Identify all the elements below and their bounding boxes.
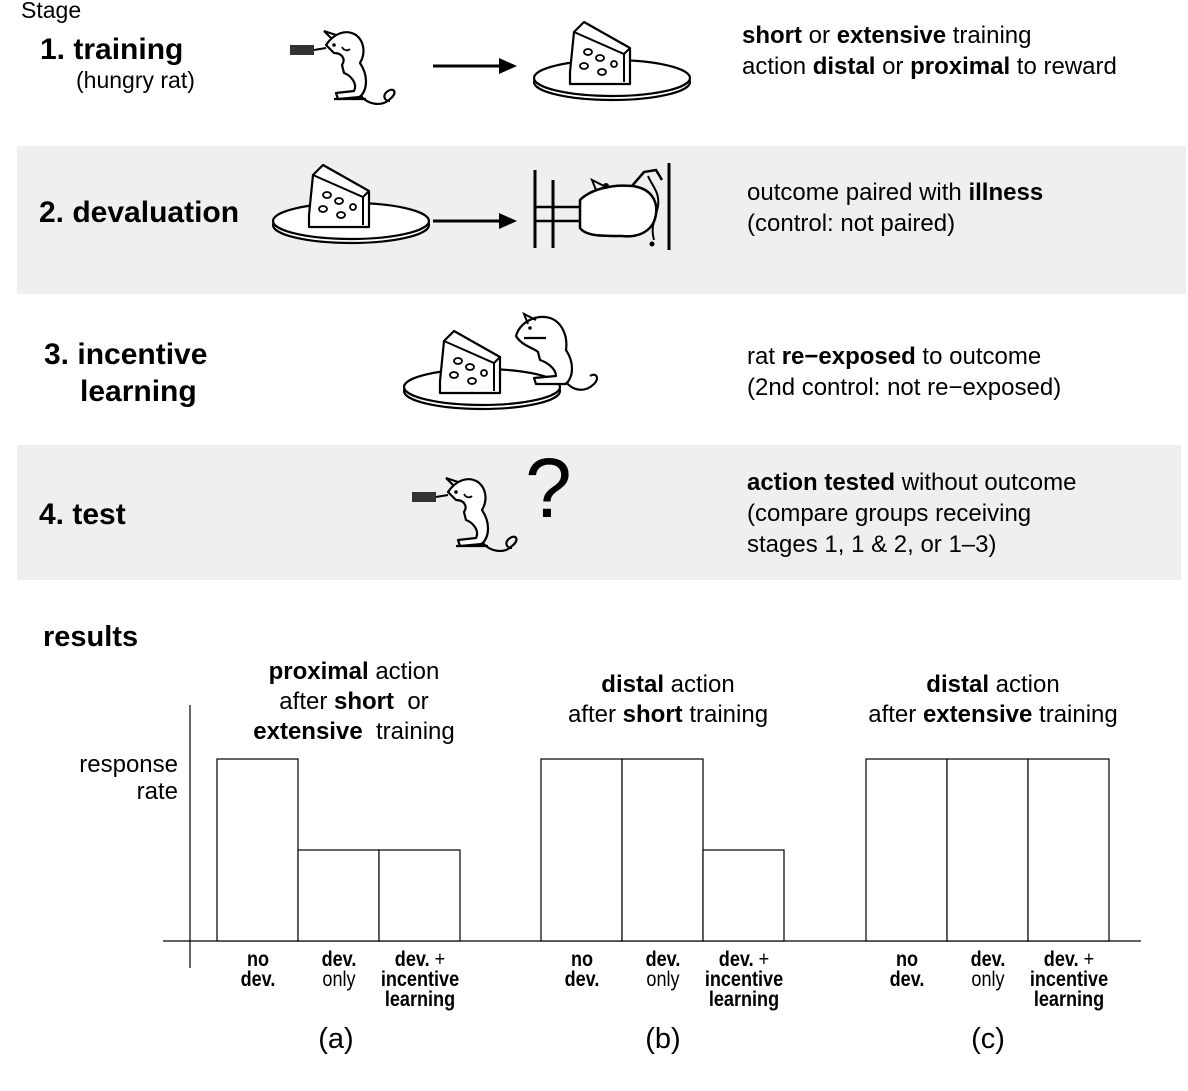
panel-title-line: after short or: [279, 688, 429, 715]
panel-title-line: after short training: [567, 701, 769, 728]
panel-b-label: (b): [645, 1023, 681, 1055]
stage-3-title: 3. incentive: [44, 338, 208, 371]
stage-2-title: 2. devaluation: [39, 196, 240, 229]
panel-a-label: (a): [318, 1023, 354, 1055]
bar-label: dev. only: [321, 948, 356, 991]
stage-header: Stage: [21, 0, 82, 23]
bar-label: no dev.: [889, 948, 924, 991]
bar-panel1-cat3: [378, 849, 461, 942]
stage-4-description: action tested without outcome (compare gr…: [747, 467, 1076, 560]
stage-3-title-cont: learning: [80, 375, 197, 408]
bar-panel1-cat1: [216, 758, 299, 942]
y-axis-label: response rate: [79, 751, 178, 805]
bar-panel2-cat3: [702, 849, 785, 942]
panel-title-line: proximal action: [268, 658, 440, 685]
stage-desc-line: (control: not paired): [747, 210, 956, 237]
sick-rat-in-cage-icon: [533, 163, 671, 250]
stage-1-title: 1. training: [40, 33, 184, 66]
stage-desc-line: (compare groups receiving: [747, 500, 1032, 527]
panel-c-title: distal action after extensive training: [843, 670, 1143, 730]
stage-desc-line: action tested without outcome: [747, 469, 1077, 496]
bar-label: no dev.: [240, 948, 275, 991]
bar-panel3-cat3: [1027, 758, 1110, 942]
results-title: results: [43, 621, 139, 653]
panel-a-title: proximal action after short or extensive t…: [204, 657, 504, 747]
panel-title-line: after extensive training: [868, 701, 1118, 728]
rat-eating-cheese-icon: [402, 311, 599, 411]
bar-label: dev. only: [645, 948, 680, 991]
question-mark: ?: [525, 441, 572, 535]
stage-desc-line: stages 1, 1 & 2, or 1–3): [747, 531, 997, 558]
stage-4-title: 4. test: [39, 498, 126, 531]
bar-panel1-cat2: [297, 849, 380, 942]
panel-c-label: (c): [971, 1023, 1005, 1055]
panel-title-line: distal action: [601, 671, 735, 698]
bar-label: no dev.: [564, 948, 599, 991]
bar-label: dev. + incentive learning: [704, 948, 783, 1011]
stage-desc-line: short or extensive training: [742, 22, 1032, 49]
bar-label: dev. only: [970, 948, 1005, 991]
panel-b-title: distal action after short training: [518, 670, 818, 730]
panel-title-line: extensive training: [253, 718, 455, 745]
panel-title-line: distal action: [926, 671, 1060, 698]
bar-label: dev. + incentive learning: [380, 948, 459, 1011]
stage-desc-line: (2nd control: not re−exposed): [747, 374, 1062, 401]
stage-1-description: short or extensive training action distal…: [742, 20, 1117, 82]
bar-panel2-cat2: [621, 758, 704, 942]
stage-desc-line: rat re−exposed to outcome: [747, 343, 1042, 370]
bar-panel2-cat1: [540, 758, 623, 942]
stage-desc-line: action distal or proximal to reward: [742, 53, 1117, 80]
stage-desc-line: outcome paired with illness: [747, 179, 1044, 206]
stage-1-subtitle: (hungry rat): [76, 67, 195, 93]
stage-2-description: outcome paired with illness (control: not…: [747, 177, 1043, 239]
test-band: [17, 445, 1181, 580]
bar-panel3-cat2: [946, 758, 1029, 942]
stage-3-description: rat re−exposed to outcome (2nd control: n…: [747, 341, 1061, 403]
bar-panel3-cat1: [865, 758, 948, 942]
bar-label: dev. + incentive learning: [1029, 948, 1108, 1011]
